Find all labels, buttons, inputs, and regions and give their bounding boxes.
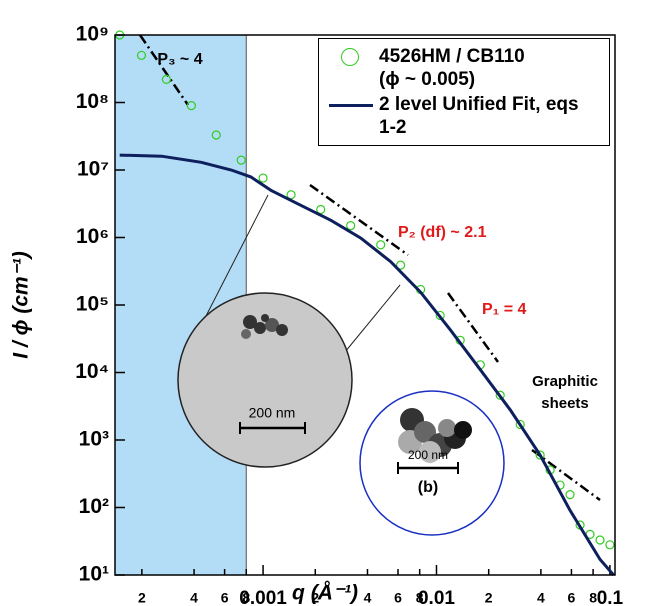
y-tick-label: 10³ <box>79 428 109 451</box>
x-tick-label: 2 <box>311 590 319 606</box>
y-tick-label: 10⁹ <box>76 23 109 46</box>
y-tick-label: 10⁶ <box>76 225 109 248</box>
x-tick-label: 4 <box>364 590 372 606</box>
annotation: P₃ ~ 4 <box>157 51 202 68</box>
data-point <box>161 74 171 84</box>
x-tick-label: 8 <box>589 590 597 606</box>
x-tick-label: 0.1 <box>597 588 624 606</box>
data-point <box>186 100 196 111</box>
data-point <box>595 535 605 545</box>
y-tick-label: 10⁵ <box>76 293 109 316</box>
scale-label: 200 nm <box>408 448 448 462</box>
data-point <box>535 450 545 460</box>
x-tick-label: 2 <box>485 590 493 606</box>
x-tick-label: 0.001 <box>239 588 287 606</box>
fit-line <box>119 153 615 576</box>
legend-symbol <box>325 45 379 69</box>
y-tick-label: 10⁴ <box>75 360 109 383</box>
annotation: P₁ = 4 <box>482 301 527 318</box>
x-tick-label: 6 <box>394 590 402 606</box>
annotation: P₂ (df) ~ 2.1 <box>398 224 487 241</box>
data-point <box>396 260 406 270</box>
legend-entry: 2 level Unified Fit, eqs 1-2 <box>325 93 603 139</box>
data-point <box>346 221 356 231</box>
x-tick-label: 0.01 <box>418 588 455 606</box>
data-point <box>495 390 505 400</box>
data-point <box>435 310 445 321</box>
model-inset <box>359 390 505 536</box>
data-point <box>136 50 147 60</box>
tem-inset <box>177 292 353 468</box>
annotation: Graphitic <box>532 373 598 390</box>
y-tick-label: 10² <box>79 495 109 518</box>
aggregate <box>241 314 288 339</box>
legend-entry: 4526HM / CB110 (ϕ ~ 0.005) <box>325 45 603 91</box>
data-point <box>515 419 525 430</box>
legend-symbol <box>325 93 379 117</box>
inset-pointer <box>204 194 269 319</box>
data-point <box>316 204 326 215</box>
x-tick-label: 6 <box>568 590 576 606</box>
x-tick-label: 4 <box>537 590 545 606</box>
x-tick-label: 2 <box>138 590 146 606</box>
annotation: sheets <box>541 395 589 412</box>
data-point <box>211 130 221 140</box>
x-axis-title: q (Å⁻¹) <box>292 581 358 605</box>
data-point <box>565 490 575 500</box>
scale-label: 200 nm <box>249 405 296 421</box>
inset-pointer <box>344 284 401 353</box>
legend-label: 4526HM / CB110 (ϕ ~ 0.005) <box>379 46 525 90</box>
x-tick-label: 6 <box>221 590 229 606</box>
data-point <box>236 155 246 165</box>
legend: 4526HM / CB110 (ϕ ~ 0.005) 2 level Unifie… <box>318 38 610 146</box>
y-tick-label: 10⁷ <box>77 158 109 181</box>
data-point <box>258 173 268 183</box>
guide-line <box>309 183 409 257</box>
data-point <box>605 540 615 550</box>
x-tick-label: 4 <box>190 590 198 606</box>
guide-line <box>446 292 500 363</box>
data-point <box>376 240 386 250</box>
y-tick-label: 10¹ <box>79 563 109 586</box>
plot-frame <box>114 34 616 576</box>
guide-line <box>138 34 190 106</box>
model-aggregate <box>398 408 472 463</box>
inset-label: (b) <box>418 479 438 496</box>
x-tick-label: 8 <box>242 590 250 606</box>
y-tick-label: 10⁸ <box>76 90 109 113</box>
legend-label: 2 level Unified Fit, eqs 1-2 <box>379 94 579 138</box>
y-axis-title: I / ϕ (cm⁻¹) <box>10 251 33 359</box>
x-tick-label: 8 <box>416 590 424 606</box>
